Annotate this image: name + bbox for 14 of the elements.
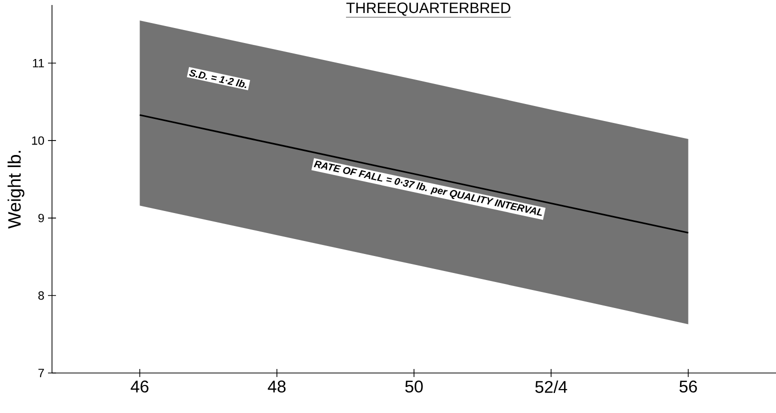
y-tick-label: 8 xyxy=(38,291,44,300)
chart-title: THREEQUARTERBRED xyxy=(346,2,510,16)
x-tick-label: 56 xyxy=(680,380,697,393)
annotation: RATE OF FALL = 0·37 lb. per QUALITY INTERVAL xyxy=(314,160,542,216)
y-tick-label: 10 xyxy=(32,136,44,145)
y-tick-label: 7 xyxy=(38,368,44,378)
annotation: S.D. = 1·2 lb. xyxy=(189,70,246,88)
x-tick-label: 50 xyxy=(405,380,423,393)
x-tick-label: 48 xyxy=(268,380,286,393)
y-axis-title: Weight lb. xyxy=(8,150,24,229)
x-tick-label: 52/4 xyxy=(535,380,568,393)
y-tick-label: 11 xyxy=(32,58,44,68)
x-tick-label: 46 xyxy=(130,380,148,393)
y-tick-label: 9 xyxy=(38,214,44,222)
